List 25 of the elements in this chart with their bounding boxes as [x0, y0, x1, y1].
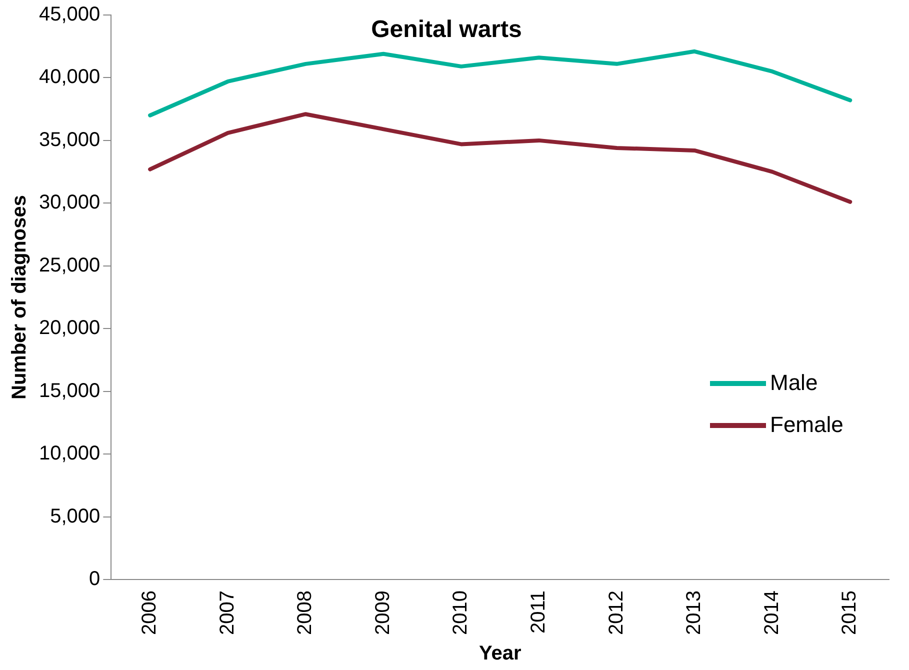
y-tick-label: 25,000 — [39, 254, 100, 276]
y-tick-label: 5,000 — [50, 505, 100, 528]
y-tick-label: 15,000 — [39, 380, 100, 402]
y-tick-label: 35,000 — [39, 128, 100, 151]
y-tick-label: 30,000 — [39, 192, 100, 214]
y-tick-label: 10,000 — [39, 442, 100, 465]
chart-title: Genital warts — [371, 16, 522, 44]
x-tick-label: 2006 — [138, 590, 161, 636]
x-tick-label: 2011 — [527, 590, 550, 634]
y-tick-label: 40,000 — [39, 66, 100, 88]
x-tick-label: 2007 — [216, 590, 238, 636]
y-tick-label: 20,000 — [39, 317, 100, 340]
y-tick-label: 45,000 — [39, 4, 100, 26]
x-tick-label: 2013 — [683, 590, 706, 636]
x-tick-label: 2012 — [605, 590, 628, 636]
x-tick-label: 2014 — [760, 590, 783, 636]
x-tick-label: 2009 — [372, 590, 394, 636]
x-axis-title: Year — [478, 642, 522, 665]
legend-label: Female — [770, 412, 844, 438]
x-tick-label: 2008 — [294, 590, 316, 636]
legend-label: Male — [770, 370, 818, 396]
y-axis-title: Number of diagnoses — [8, 195, 31, 400]
x-tick-label: 2010 — [450, 590, 472, 636]
y-tick-label: 0 — [89, 568, 100, 590]
x-tick-label: 2015 — [838, 590, 861, 636]
